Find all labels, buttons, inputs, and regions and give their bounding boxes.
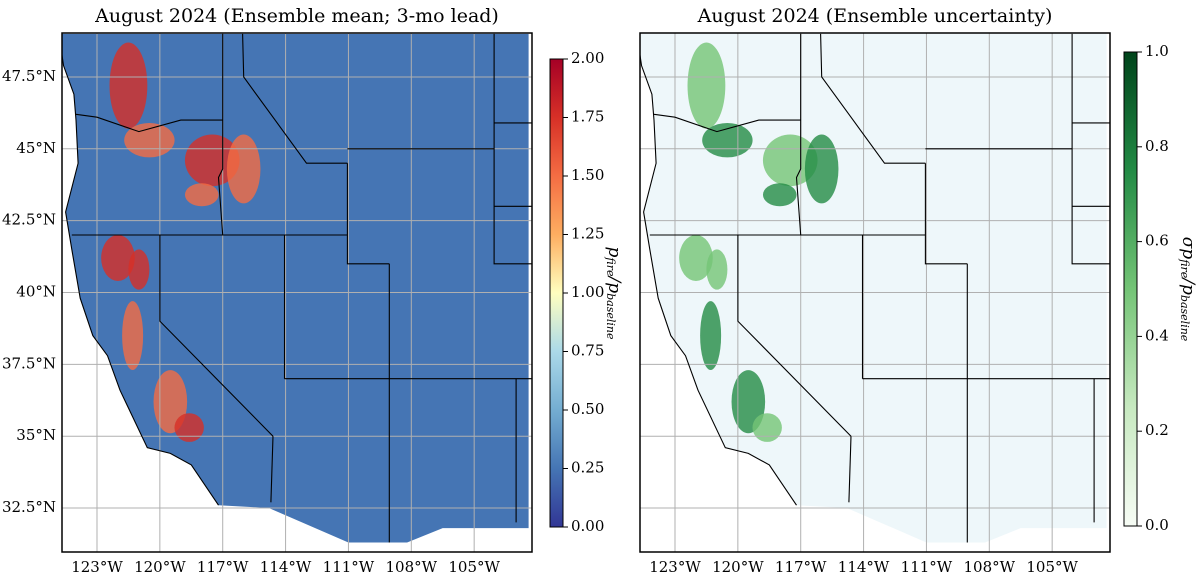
x-tick-label: 123°W xyxy=(649,558,701,576)
hotspot xyxy=(124,122,175,158)
x-tick-label: 120°W xyxy=(134,558,186,576)
hotspot xyxy=(101,235,135,281)
hotspot xyxy=(184,134,240,187)
hotspot xyxy=(122,301,144,371)
y-tick-label: 47.5°N xyxy=(2,67,56,85)
colorbar-tick-label: 1.00 xyxy=(571,283,604,301)
y-tick-label: 45°N xyxy=(16,139,56,157)
x-tick-label: 120°W xyxy=(712,558,764,576)
hotspot xyxy=(184,183,219,207)
state-border xyxy=(217,33,224,236)
state-border xyxy=(346,163,390,265)
state-border xyxy=(820,33,926,164)
y-tick-label: 35°N xyxy=(16,426,56,444)
colorbar-tick-label: 0.00 xyxy=(571,517,604,535)
x-tick-label: 105°W xyxy=(448,558,500,576)
colorbar-tick-label: 2.00 xyxy=(571,49,604,67)
colorbar-tick-label: 0.0 xyxy=(1145,516,1169,534)
x-tick-label: 123°W xyxy=(71,558,123,576)
label-part: baseline xyxy=(604,293,617,340)
x-tick-label: 114°W xyxy=(838,558,890,576)
hotspot xyxy=(128,249,150,290)
hotspot xyxy=(226,134,261,204)
label-part: / xyxy=(605,274,625,284)
coastline xyxy=(62,51,219,506)
x-tick-label: 105°W xyxy=(1026,558,1078,576)
state-border xyxy=(270,436,274,503)
y-tick-label: 40°N xyxy=(16,283,56,301)
hotspot xyxy=(174,413,204,442)
state-border xyxy=(795,33,802,236)
y-tick-label: 37.5°N xyxy=(2,354,56,372)
state-border xyxy=(653,113,801,133)
colorbar-tick-label: 1.50 xyxy=(571,166,604,184)
state-border xyxy=(493,33,532,265)
colorbar-tick-label: 0.6 xyxy=(1145,232,1169,250)
colorbar-tick-label: 1.25 xyxy=(571,225,604,243)
label-part: / xyxy=(1179,276,1199,286)
colorbar-tick-label: 0.8 xyxy=(1145,137,1169,155)
colorbar-tick-label: 0.50 xyxy=(571,400,604,418)
hotspot xyxy=(687,42,726,129)
x-tick-label: 108°W xyxy=(386,558,438,576)
label-part: p xyxy=(605,282,625,293)
hotspot xyxy=(702,122,753,158)
x-tick-label: 111°W xyxy=(901,558,953,576)
y-tick-label: 32.5°N xyxy=(2,498,56,516)
hotspot xyxy=(706,249,728,290)
x-tick-label: 117°W xyxy=(775,558,827,576)
colorbar-tick-label: 0.75 xyxy=(571,342,604,360)
map-frame xyxy=(639,32,1111,553)
hotspot xyxy=(700,301,722,371)
colorbar-tick-label: 0.2 xyxy=(1145,421,1169,439)
state-border xyxy=(75,113,223,133)
x-tick-label: 108°W xyxy=(964,558,1016,576)
colorbar-tick-label: 0.25 xyxy=(571,459,604,477)
state-border xyxy=(924,163,968,265)
hotspot xyxy=(109,42,148,129)
label-part: p xyxy=(1179,284,1199,295)
map-panel xyxy=(640,33,1110,552)
label-part: σ xyxy=(1179,237,1199,249)
state-border xyxy=(848,436,852,503)
hotspot xyxy=(762,134,818,187)
x-tick-label: 111°W xyxy=(323,558,375,576)
y-tick-label: 42.5°N xyxy=(2,211,56,229)
label-part: p xyxy=(605,246,625,257)
map-panel xyxy=(62,33,532,552)
state-border xyxy=(1071,33,1110,265)
panel-title: August 2024 (Ensemble uncertainty) xyxy=(697,5,1053,27)
state-border xyxy=(737,235,852,437)
coastline xyxy=(640,51,797,506)
panel-title: August 2024 (Ensemble mean; 3-mo lead) xyxy=(94,5,499,27)
colorbar-label: σpfire/pbaseline xyxy=(1178,237,1199,342)
x-tick-label: 114°W xyxy=(260,558,312,576)
label-part: baseline xyxy=(1178,295,1191,342)
map-frame xyxy=(61,32,533,553)
x-tick-label: 117°W xyxy=(197,558,249,576)
hotspot xyxy=(679,235,713,281)
label-part: fire xyxy=(1178,258,1191,279)
colorbar-tick-label: 1.0 xyxy=(1145,42,1169,60)
label-part: fire xyxy=(604,256,617,277)
state-border xyxy=(242,33,348,164)
state-border xyxy=(159,235,274,437)
hotspot xyxy=(804,134,839,204)
hotspot xyxy=(752,413,782,442)
colorbar xyxy=(549,58,564,528)
hotspot xyxy=(762,183,797,207)
colorbar-label: pfire/pbaseline xyxy=(604,246,625,340)
colorbar-tick-label: 0.4 xyxy=(1145,326,1169,344)
label-part: p xyxy=(1179,248,1199,259)
colorbar-tick-label: 1.75 xyxy=(571,108,604,126)
colorbar xyxy=(1123,51,1138,527)
